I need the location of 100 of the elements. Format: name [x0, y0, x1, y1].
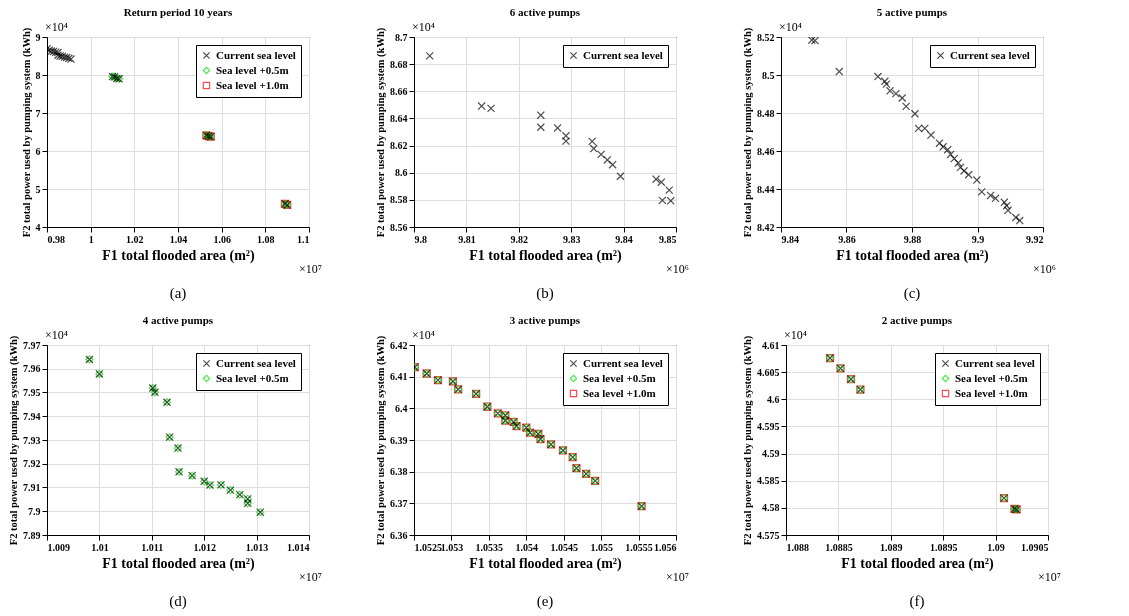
legend-label: Sea level +0.5m	[216, 63, 289, 76]
y-tick-label: 8.6	[395, 167, 408, 179]
chart-title: 3 active pumps	[509, 314, 581, 326]
x-tick-label: 9.85	[659, 233, 677, 245]
chart-title: 6 active pumps	[509, 6, 581, 18]
x-axis-title: F1 total flooded area (m²)	[102, 247, 256, 264]
y-tick-label: 4.58	[762, 502, 780, 514]
text: ×10⁷	[299, 570, 322, 584]
y-tick-label: 8.58	[390, 194, 408, 206]
text: ×10⁶	[666, 262, 689, 276]
x-tick-label: 9.9	[971, 233, 985, 245]
legend-label: Current sea level	[583, 48, 663, 61]
text: ×10⁴	[779, 20, 802, 34]
x-axis-title: F1 total flooded area (m²)	[469, 555, 623, 572]
legend-label: Sea level +0.5m	[583, 371, 656, 384]
y-tick-label: 6.37	[390, 497, 408, 509]
y-axis-title: F2 total power used by pumping system (kWh)	[375, 27, 387, 238]
text: ×10⁷	[666, 570, 689, 584]
y-tick-label: 6.4	[395, 402, 408, 414]
x-tick-label: 1.02	[126, 233, 144, 245]
y-tick-label: 7.89	[23, 529, 41, 541]
chart-title: Return period 10 years	[123, 6, 233, 18]
y-tick-label: 7.96	[23, 363, 41, 375]
y-tick-label: 6.42	[390, 339, 408, 351]
x-axis-title: F1 total flooded area (m²)	[469, 247, 623, 264]
legend-label: Sea level +0.5m	[955, 371, 1028, 384]
x-tick-label: 1.009	[47, 541, 70, 553]
y-tick-label: 8.66	[390, 85, 408, 97]
x-tick-label: 1.055	[590, 541, 613, 553]
y-tick-label: 4.595	[757, 420, 780, 432]
text: (d)	[169, 593, 187, 610]
x-axis-title: F1 total flooded area (m²)	[102, 555, 256, 572]
legend-label: Sea level +0.5m	[216, 371, 289, 384]
x-tick-label: 9.82	[510, 233, 529, 245]
text: ×10⁴	[412, 20, 435, 34]
x-tick-label: 1.014	[287, 541, 310, 553]
x-tick-label: 1.054	[515, 541, 539, 553]
y-tick-label: 4.605	[757, 366, 780, 378]
chart-title: 5 active pumps	[876, 6, 948, 18]
x-tick-label: 1.013	[245, 541, 269, 553]
x-tick-label: 1.1	[297, 233, 310, 245]
text: (c)	[903, 285, 921, 302]
x-tick-label: 9.83	[562, 233, 581, 245]
text: ×10⁷	[1038, 570, 1061, 584]
x-tick-label: 9.92	[1026, 233, 1044, 245]
x-tick-label: 9.84	[781, 233, 799, 245]
y-axis-title: F2 total power used by pumping system (kWh)	[742, 27, 754, 238]
x-tick-label: 1.089	[880, 541, 903, 553]
x-tick-label: 1.04	[169, 233, 188, 245]
y-tick-label: 7.95	[23, 387, 41, 398]
x-tick-label: 9.88	[903, 233, 922, 245]
x-tick-label: 1.06	[213, 233, 231, 245]
text: ×10⁴	[45, 328, 68, 342]
y-tick-label: 6.38	[390, 466, 408, 478]
y-tick-label: 4.6	[767, 393, 780, 405]
y-tick-label: 8.44	[757, 183, 775, 195]
legend-label: Sea level +1.0m	[583, 386, 656, 399]
x-tick-label: 1.053	[440, 541, 464, 553]
y-tick-label: 9	[35, 31, 41, 43]
text: (a)	[169, 285, 187, 302]
y-tick-label: 7.91	[23, 482, 41, 493]
y-axis-title: F2 total power used by pumping system (kWh)	[375, 335, 387, 546]
text: (b)	[536, 285, 554, 302]
y-tick-label: 7.94	[23, 410, 41, 422]
x-tick-label: 1	[88, 233, 94, 245]
x-tick-label: 1.08	[257, 233, 275, 245]
x-tick-label: 9.84	[615, 233, 633, 245]
y-tick-label: 6.41	[390, 371, 408, 383]
y-tick-label: 5	[35, 183, 41, 195]
y-tick-label: 8	[35, 69, 41, 81]
y-axis-title: F2 total power used by pumping system (kWh)	[8, 335, 20, 546]
y-tick-label: 8.52	[757, 31, 775, 43]
x-tick-label: 9.8	[414, 233, 427, 245]
y-tick-label: 6.39	[390, 434, 408, 446]
chart-title: 4 active pumps	[142, 314, 214, 326]
text: (f)	[909, 593, 925, 610]
y-tick-label: 4.61	[762, 339, 780, 351]
text: (e)	[536, 593, 554, 610]
y-tick-label: 7.97	[23, 339, 41, 351]
text: ×10⁴	[412, 328, 435, 342]
y-tick-label: 7.93	[23, 434, 41, 446]
y-tick-label: 8.46	[757, 145, 775, 157]
y-tick-label: 8.64	[390, 112, 408, 124]
x-tick-label: 1.011	[141, 541, 164, 553]
y-tick-label: 8.68	[390, 58, 408, 70]
y-tick-label: 6.36	[390, 529, 408, 541]
y-tick-label: 7	[35, 107, 41, 119]
text: ×10⁶	[1033, 262, 1056, 276]
x-tick-label: 0.98	[47, 233, 65, 245]
x-tick-label: 1.0545	[550, 541, 578, 553]
legend-label: Current sea level	[216, 48, 296, 61]
text: ×10⁴	[784, 328, 807, 342]
y-tick-label: 8.48	[757, 107, 775, 119]
y-tick-label: 8.7	[395, 31, 408, 43]
x-axis-title: F1 total flooded area (m²)	[841, 555, 995, 572]
x-tick-label: 1.01	[91, 541, 109, 553]
y-axis-title: F2 total power used by pumping system (kWh)	[20, 27, 33, 238]
x-tick-label: 1.0525	[414, 541, 442, 553]
x-tick-label: 1.0885	[825, 541, 853, 553]
x-tick-label: 9.86	[838, 233, 856, 245]
